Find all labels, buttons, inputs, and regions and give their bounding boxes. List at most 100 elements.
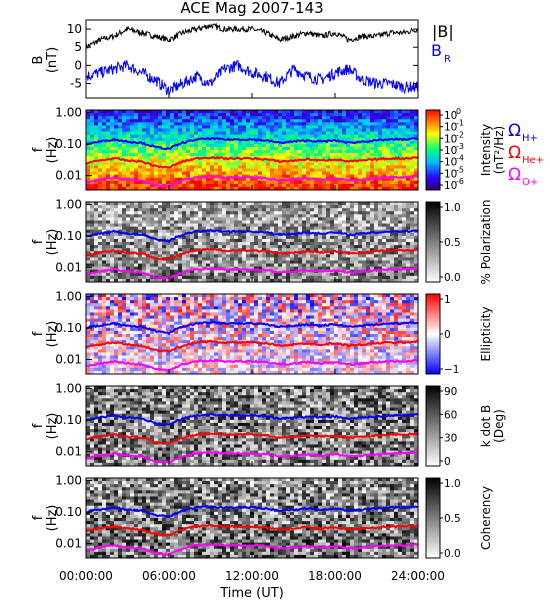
spectro-cell bbox=[294, 214, 299, 218]
spectro-cell bbox=[142, 134, 147, 139]
spectro-cell bbox=[294, 125, 299, 129]
spectro-cell bbox=[278, 150, 283, 154]
spectro-cell bbox=[382, 146, 387, 151]
spectro-cell bbox=[294, 186, 299, 191]
spectro-cell bbox=[310, 220, 315, 224]
spectro-cell bbox=[186, 146, 191, 151]
spectro-cell bbox=[250, 180, 255, 185]
spectro-cell bbox=[130, 334, 135, 338]
spectro-cell bbox=[318, 211, 323, 215]
spectro-cell bbox=[226, 275, 231, 280]
spectro-cell bbox=[86, 171, 91, 176]
spectro-cell bbox=[278, 205, 283, 209]
spectro-cell bbox=[386, 208, 391, 212]
spectro-cell bbox=[170, 245, 175, 249]
spectro-cell bbox=[262, 143, 267, 148]
spectro-cell bbox=[150, 248, 155, 252]
spectro-cell bbox=[206, 186, 211, 191]
spectro-cell bbox=[226, 269, 231, 274]
spectro-cell bbox=[238, 162, 243, 166]
spectro-cell bbox=[250, 110, 255, 114]
spectro-cell bbox=[190, 165, 195, 169]
spectro-cell bbox=[134, 217, 139, 221]
spectro-cell bbox=[282, 137, 287, 142]
spectro-cell bbox=[142, 238, 147, 243]
spectro-cell bbox=[182, 229, 187, 234]
spectro-cell bbox=[282, 150, 287, 154]
spectro-cell bbox=[118, 263, 123, 268]
spectro-cell bbox=[326, 226, 331, 231]
spectro-cell bbox=[122, 370, 127, 375]
spectro-cell bbox=[122, 330, 127, 335]
spectro-cell bbox=[190, 137, 195, 142]
spectro-cell bbox=[226, 128, 231, 132]
spectro-cell bbox=[410, 260, 415, 264]
spectro-cell bbox=[190, 254, 195, 258]
spectro-cell bbox=[146, 140, 151, 145]
spectro-cell bbox=[398, 254, 403, 258]
spectro-cell bbox=[306, 125, 311, 129]
spectro-cell bbox=[198, 171, 203, 176]
spectro-cell bbox=[94, 150, 99, 154]
spectro-cell bbox=[122, 134, 127, 139]
spectro-cell bbox=[330, 226, 335, 231]
spectro-cell bbox=[98, 346, 103, 350]
spectro-cell bbox=[186, 275, 191, 280]
spectro-cell bbox=[250, 257, 255, 261]
spectro-cell bbox=[94, 370, 99, 375]
spectro-cell bbox=[310, 211, 315, 215]
spectro-cell bbox=[318, 214, 323, 218]
spectro-cell bbox=[370, 131, 375, 136]
spectro-cell bbox=[138, 321, 143, 326]
spectro-cell bbox=[154, 260, 159, 264]
spectro-cell bbox=[242, 165, 247, 169]
spectro-cell bbox=[262, 146, 267, 151]
spectro-cell bbox=[226, 134, 231, 139]
spectro-cell bbox=[150, 334, 155, 338]
spectro-cell bbox=[338, 278, 343, 283]
spectro-cell bbox=[294, 128, 299, 132]
spectro-cell bbox=[106, 168, 111, 172]
spectro-cell bbox=[130, 171, 135, 176]
spectro-cell bbox=[398, 143, 403, 148]
spectro-cell bbox=[358, 165, 363, 169]
spectro-cell bbox=[254, 220, 259, 224]
spectro-cell bbox=[170, 352, 175, 356]
spectro-cell bbox=[146, 340, 151, 344]
spectro-cell bbox=[270, 143, 275, 148]
spectro-cell bbox=[282, 119, 287, 123]
spectro-cell bbox=[134, 242, 139, 246]
spectro-cell bbox=[122, 232, 127, 237]
spectro-cell bbox=[322, 186, 327, 191]
spectro-cell bbox=[138, 238, 143, 243]
spectro-cell bbox=[306, 202, 311, 206]
spectro-cell bbox=[154, 171, 159, 176]
spectro-cell bbox=[330, 171, 335, 176]
spectro-cell bbox=[142, 146, 147, 151]
spectro-cell bbox=[146, 358, 151, 363]
spectro-cell bbox=[90, 229, 95, 234]
spectro-cell bbox=[234, 214, 239, 218]
spectro-cell bbox=[306, 110, 311, 114]
spectro-cell bbox=[342, 122, 347, 126]
spectro-cell bbox=[102, 355, 107, 360]
spectro-cell bbox=[130, 217, 135, 221]
spectro-cell bbox=[122, 355, 127, 360]
spectro-cell bbox=[326, 211, 331, 215]
spectro-cell bbox=[126, 257, 131, 261]
spectro-cell bbox=[294, 156, 299, 160]
spectro-cell bbox=[282, 146, 287, 151]
spectro-cell bbox=[246, 263, 251, 268]
spectro-cell bbox=[102, 297, 107, 301]
spectro-cell bbox=[310, 266, 315, 271]
spectro-cell bbox=[162, 226, 167, 231]
spectro-cell bbox=[126, 242, 131, 246]
spectro-cell bbox=[258, 186, 263, 191]
spectro-cell bbox=[278, 162, 283, 166]
spectro-cell bbox=[166, 153, 171, 157]
spectro-cell bbox=[298, 153, 303, 157]
spectro-cell bbox=[238, 146, 243, 151]
spectro-cell bbox=[110, 263, 115, 268]
spectro-cell bbox=[98, 340, 103, 344]
spectro-cell bbox=[354, 278, 359, 283]
